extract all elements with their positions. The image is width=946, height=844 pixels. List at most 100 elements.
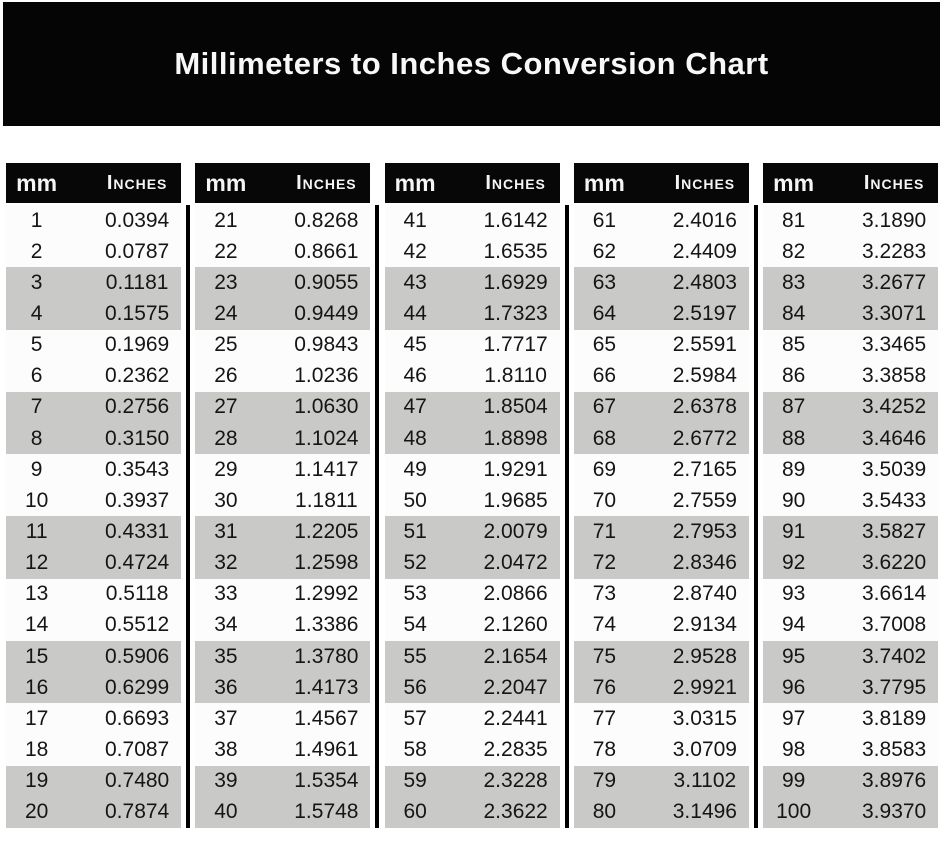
table-group: mm Inches 21 0.8268 22 0.8661 23 0.9055 24 0.9449… (195, 163, 371, 828)
table-row: 17 0.6693 (6, 703, 181, 735)
mm-value: 10 (24, 488, 49, 512)
inches-value: 0.1575 (105, 301, 170, 325)
mm-value: 40 (214, 800, 238, 824)
inches-value: 2.3228 (483, 769, 548, 793)
mm-value: 64 (592, 301, 617, 325)
mm-value: 48 (403, 426, 427, 450)
mm-value: 6 (30, 364, 43, 388)
mm-value: 29 (214, 457, 238, 481)
table-row: 37 1.4567 (195, 703, 371, 735)
table-row: 20 0.7874 (6, 796, 181, 828)
inches-value: 1.6929 (483, 270, 548, 294)
inches-value: 3.5433 (862, 488, 927, 512)
table-row: 66 2.5984 (573, 360, 749, 392)
separator-line (564, 205, 569, 828)
mm-value: 97 (781, 706, 806, 730)
table-row: 89 3.5039 (763, 454, 938, 486)
table-row: 88 3.4646 (763, 422, 938, 455)
mm-value: 82 (781, 239, 806, 263)
mm-value: 19 (24, 769, 49, 793)
inches-value: 0.3937 (105, 488, 170, 512)
inches-value: 2.3622 (483, 800, 548, 824)
inches-value: 3.4646 (862, 426, 927, 450)
inches-value: 3.8976 (862, 769, 927, 793)
mm-value: 35 (214, 644, 238, 668)
mm-value: 72 (592, 551, 617, 575)
table-row: 100 3.9370 (763, 796, 938, 828)
table-row: 73 2.8740 (573, 578, 749, 610)
mm-value: 86 (781, 364, 806, 388)
mm-value: 65 (592, 333, 617, 357)
mm-value: 4 (30, 301, 43, 325)
table-row: 95 3.7402 (763, 640, 938, 673)
mm-value: 56 (403, 675, 427, 699)
inches-value: 1.1417 (294, 457, 359, 481)
table-row: 90 3.5433 (763, 485, 938, 517)
mm-value: 24 (214, 301, 238, 325)
mm-value: 49 (403, 457, 427, 481)
chart-title: Millimeters to Inches Conversion Chart (174, 46, 769, 81)
separator-line (186, 205, 191, 828)
mm-value: 84 (781, 301, 806, 325)
inches-value: 2.1654 (483, 644, 548, 668)
inches-value: 1.7323 (483, 301, 548, 325)
table-row: 50 1.9685 (384, 485, 560, 517)
mm-value: 12 (24, 551, 49, 575)
mm-value: 21 (214, 208, 238, 232)
inches-value: 3.3858 (862, 364, 927, 388)
table-row: 6 0.2362 (6, 360, 181, 392)
table-row: 75 2.9528 (573, 640, 749, 673)
inches-value: 1.2205 (294, 519, 359, 543)
mm-value: 68 (592, 426, 617, 450)
table-group: mm Inches 81 3.1890 82 3.2283 83 3.2677 84 3.3071… (763, 163, 938, 828)
table-group: mm Inches 41 1.6142 42 1.6535 43 1.6929 44 1.7323… (384, 163, 560, 828)
table-row: 86 3.3858 (763, 360, 938, 392)
table-row: 34 1.3386 (195, 609, 371, 641)
mm-value: 75 (592, 644, 617, 668)
mm-value: 70 (592, 488, 617, 512)
mm-value: 67 (592, 395, 617, 419)
mm-value: 47 (403, 395, 427, 419)
inches-value: 1.2992 (294, 582, 359, 606)
inches-value: 1.4567 (294, 706, 359, 730)
mm-value: 18 (24, 737, 49, 761)
inches-value: 2.5197 (672, 301, 737, 325)
mm-value: 36 (214, 675, 238, 699)
table-row: 59 2.3228 (384, 765, 560, 797)
mm-value: 31 (214, 519, 238, 543)
title-banner: Millimeters to Inches Conversion Chart (3, 2, 940, 126)
table-row: 63 2.4803 (573, 267, 749, 299)
table-row: 64 2.5197 (573, 298, 749, 330)
inches-value: 2.6378 (672, 395, 737, 419)
inches-value: 2.9921 (672, 675, 737, 699)
inches-value: 0.5118 (105, 582, 169, 606)
inches-value: 3.8583 (862, 737, 927, 761)
inches-value: 1.5748 (294, 800, 359, 824)
inches-value: 1.4961 (294, 737, 359, 761)
table-row: 21 0.8268 (195, 205, 371, 237)
col-header-inches: Inches (296, 171, 357, 194)
mm-value: 81 (781, 208, 806, 232)
inches-value: 3.3071 (862, 301, 927, 325)
table-row: 78 3.0709 (573, 734, 749, 766)
inches-value: 0.7874 (105, 800, 170, 824)
mm-value: 59 (403, 769, 427, 793)
mm-value: 43 (403, 270, 427, 294)
mm-value: 91 (781, 519, 806, 543)
mm-value: 11 (25, 519, 48, 543)
table-row: 13 0.5118 (6, 578, 181, 610)
inches-value: 3.7008 (862, 613, 927, 637)
mm-value: 13 (24, 582, 49, 606)
conversion-table: mm Inches 1 0.0394 2 0.0787 3 0.1181 4 0.1575 5 0.1… (6, 163, 938, 828)
inches-value: 3.3465 (862, 333, 927, 357)
table-row: 38 1.4961 (195, 734, 371, 766)
col-header-mm: mm (16, 169, 58, 196)
table-row: 24 0.9449 (195, 298, 371, 330)
mm-value: 42 (403, 239, 427, 263)
inches-value: 3.6614 (862, 582, 927, 606)
group-separator (181, 163, 195, 828)
table-row: 98 3.8583 (763, 734, 938, 766)
table-row: 45 1.7717 (384, 329, 560, 361)
inches-value: 1.1024 (294, 426, 359, 450)
inches-value: 3.7402 (862, 644, 927, 668)
